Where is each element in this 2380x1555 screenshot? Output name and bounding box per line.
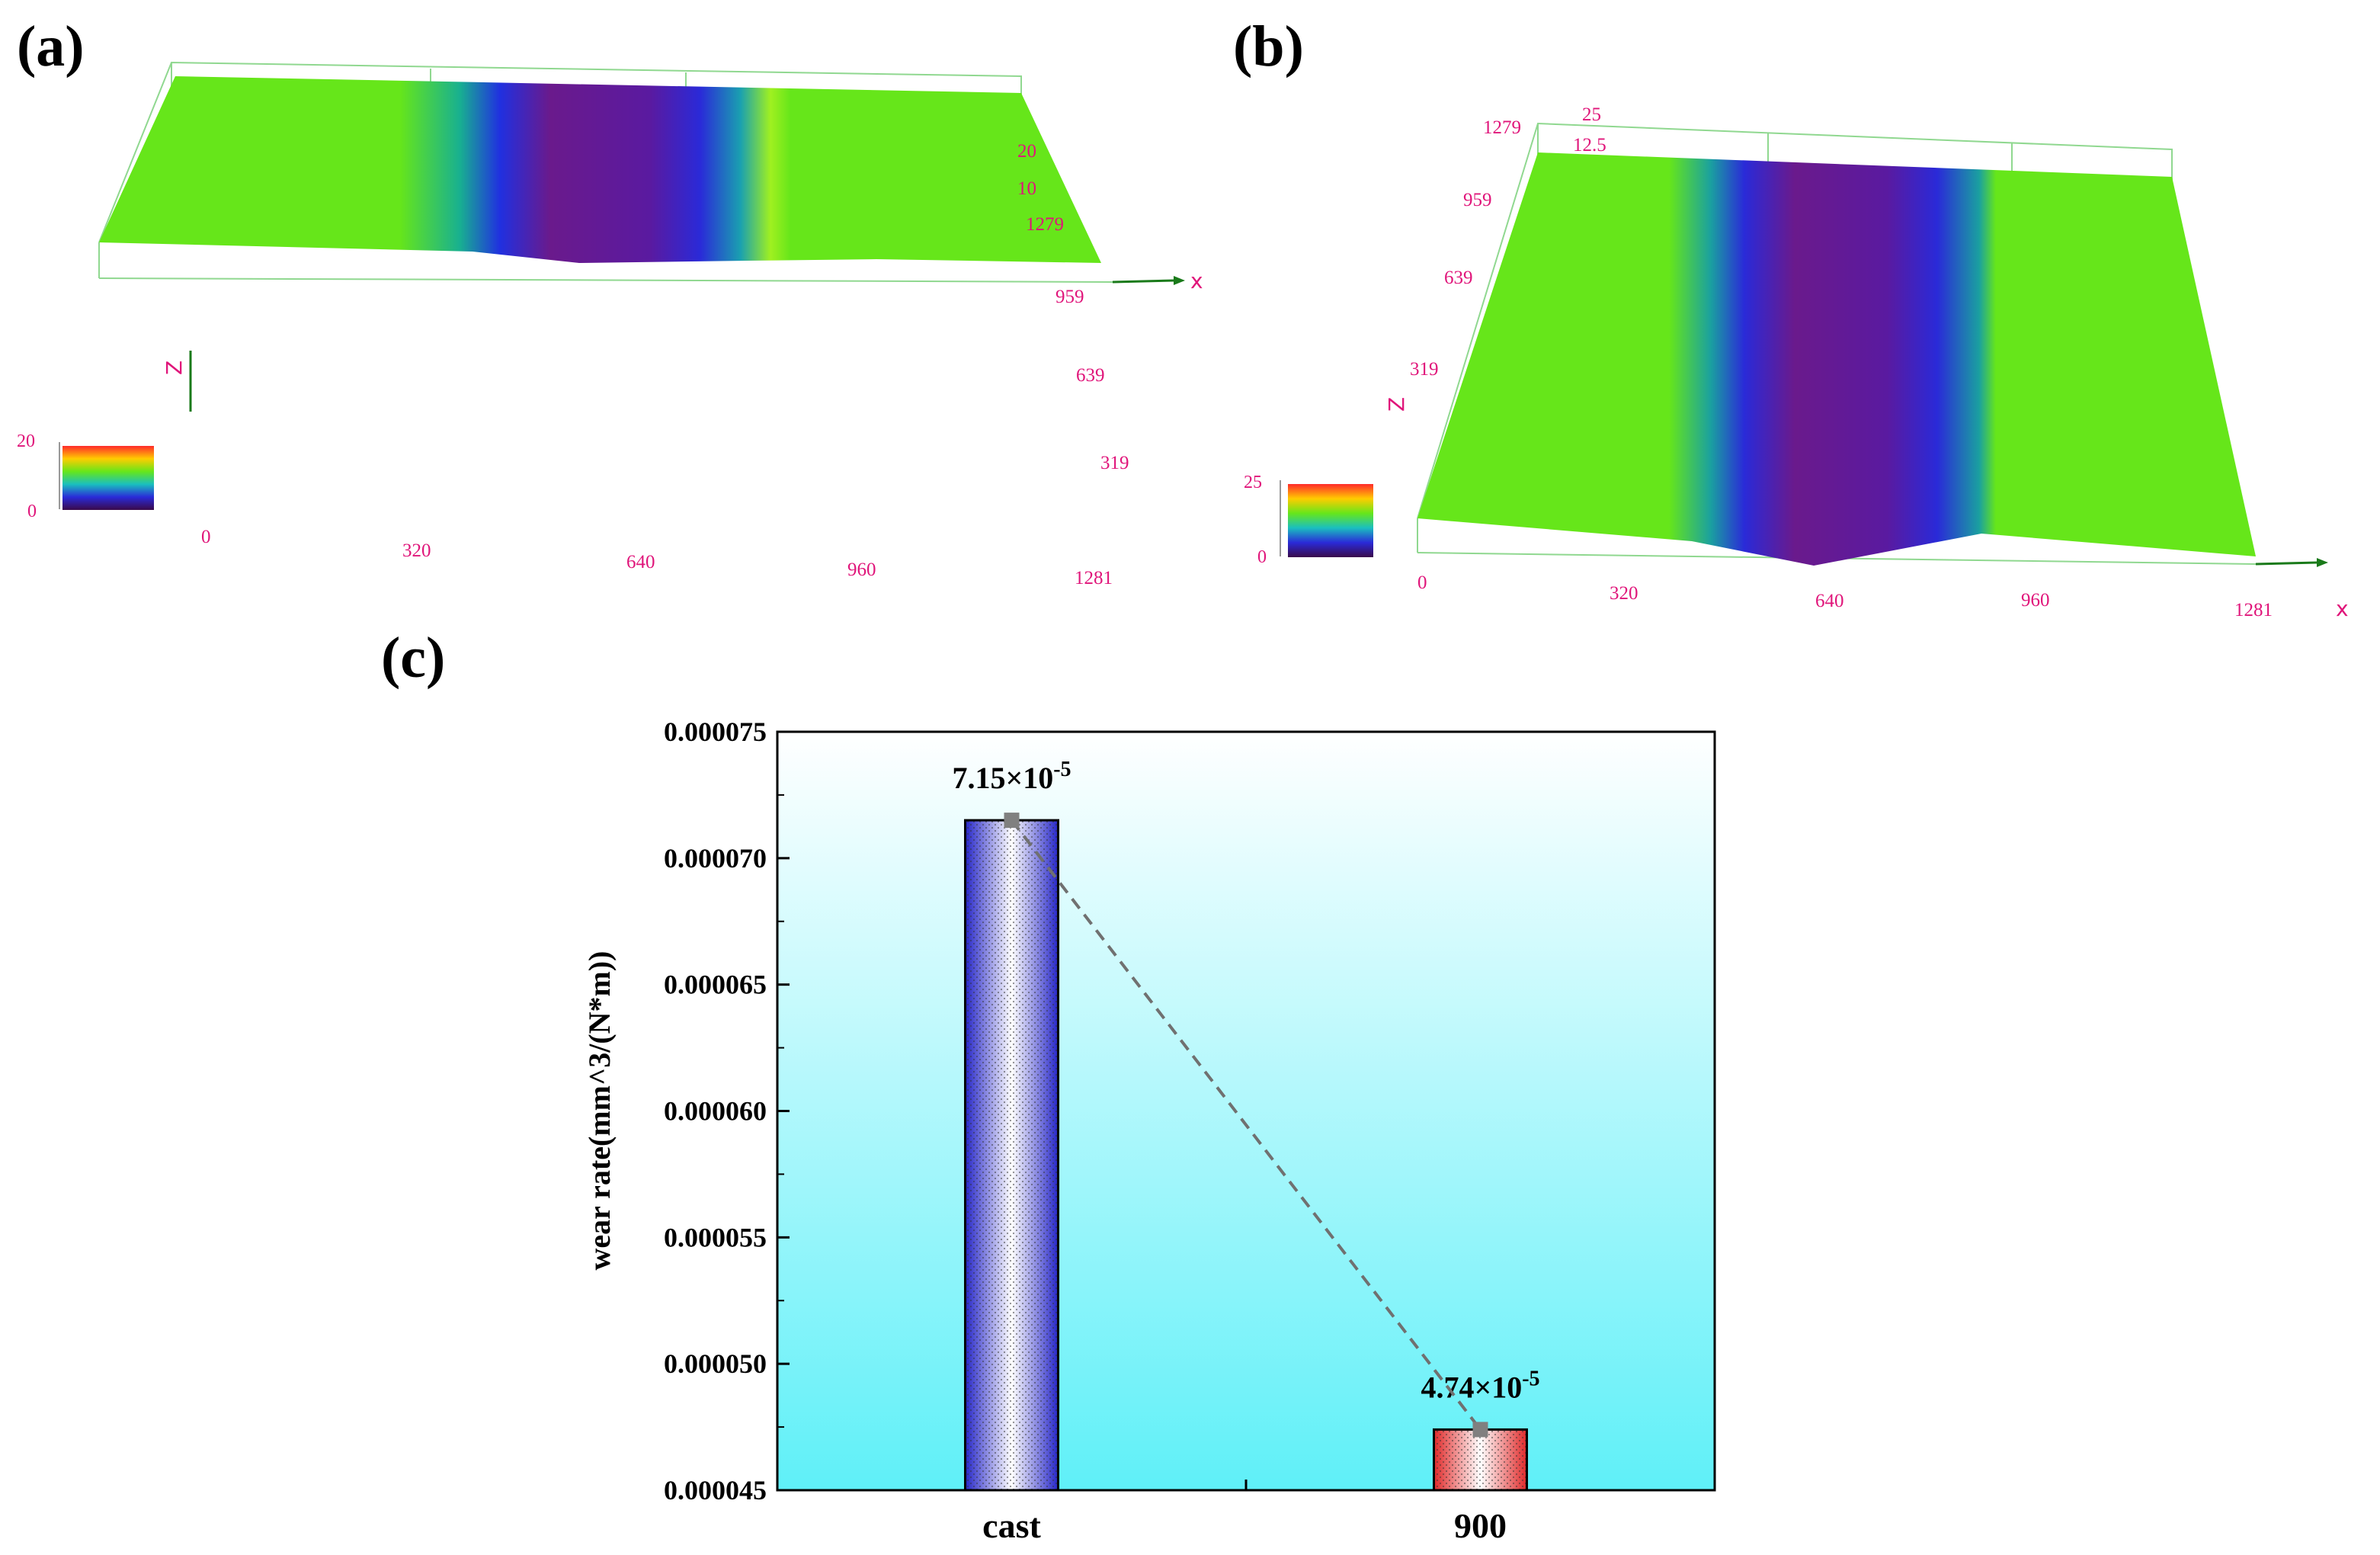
panel-b-x-tick: 1281: [2234, 600, 2273, 620]
panel-b-z-tick: 12.5: [1573, 135, 1606, 156]
plot-area: [777, 732, 1715, 1490]
panel-b-y-tick: 639: [1444, 268, 1473, 288]
wear-rate-bar-chart: 0.000045 0.000050 0.000055 0.000060 0.000065…: [582, 717, 1716, 1545]
x-axis-ticks: cast 900: [982, 1480, 1507, 1545]
panel-a-y-tick: 319: [1100, 453, 1129, 473]
panel-b-z-tick: 25: [1582, 104, 1601, 125]
panel-a-z-axis-label: Z: [162, 361, 187, 375]
panel-b-legend-max: 25: [1244, 473, 1262, 492]
x-tick-label: cast: [982, 1506, 1041, 1545]
data-label-exponent: -5: [1053, 758, 1071, 781]
trend-line-path: [1010, 819, 1482, 1431]
trend-point: [1004, 813, 1020, 829]
y-tick-label: 0.000075: [664, 717, 767, 747]
y-tick-label: 0.000060: [664, 1096, 767, 1127]
panel-a-y-tick: 1279: [1026, 214, 1064, 235]
plot-frame: [776, 730, 1716, 1492]
x-tick-label: 900: [1454, 1506, 1507, 1545]
panel-b-3d-plot: x Z 0 320 640 960 1281 1279 959 639 319 …: [1244, 104, 2349, 621]
panel-a-x-tick: 960: [847, 559, 876, 580]
panel-b-surface: [1417, 152, 2256, 566]
panel-a-y-tick: 639: [1076, 365, 1105, 386]
panel-a-x-axis-label: x: [1190, 268, 1203, 293]
y-tick-label: 0.000070: [664, 843, 767, 874]
trend-point: [1472, 1422, 1488, 1438]
panel-b-color-legend: [1280, 480, 1373, 557]
bar-pattern: [965, 820, 1059, 1490]
panel-a-surface: [99, 76, 1101, 263]
panel-a-3d-plot: x Z 0 320 640 960 1281 1279 959 639 319 …: [17, 61, 1203, 588]
data-label-exponent: -5: [1522, 1367, 1539, 1390]
panel-b-x-tick: 640: [1815, 591, 1844, 611]
trend-line: [1004, 813, 1488, 1438]
panel-b-label: (b): [1233, 14, 1304, 79]
y-axis-ticks: 0.000045 0.000050 0.000055 0.000060 0.000065…: [664, 717, 790, 1505]
y-tick-label: 0.000050: [664, 1348, 767, 1379]
bar-pattern: [1433, 1429, 1527, 1490]
data-label: 4.74×10-5: [1421, 1367, 1539, 1404]
panel-b-legend-min: 0: [1257, 547, 1267, 567]
panel-b-x-tick: 960: [2021, 590, 2050, 611]
y-tick-label: 0.000055: [664, 1222, 767, 1252]
panel-b-y-tick: 319: [1410, 359, 1439, 380]
panel-a-x-tick: 320: [402, 540, 431, 561]
panel-c-label: (c): [381, 626, 446, 690]
panel-a-legend-max: 20: [17, 431, 35, 451]
panel-a-z-tick: 10: [1017, 178, 1036, 199]
y-axis-label: wear rate(mm^3/(N*m)): [582, 951, 617, 1271]
panel-a-y-tick: 959: [1055, 287, 1084, 307]
panel-b-y-tick: 959: [1463, 190, 1492, 210]
data-label: 7.15×10-5: [952, 758, 1071, 795]
panel-b-x-tick: 0: [1417, 572, 1427, 593]
panel-a-color-legend: [59, 442, 154, 510]
bars: 7.15×10-5 4.74×10-5: [952, 758, 1540, 1492]
panel-b-y-tick: 1279: [1483, 117, 1521, 138]
panel-a-x-tick: 1281: [1075, 568, 1113, 588]
panel-a-x-tick: 640: [626, 552, 655, 572]
panel-a-label: (a): [17, 14, 85, 79]
panel-a-x-tick: 0: [201, 527, 211, 547]
panel-b-x-axis: [2255, 558, 2328, 567]
panel-b-x-axis-label: x: [2336, 596, 2349, 621]
y-tick-label: 0.000045: [664, 1475, 767, 1505]
panel-a-legend-min: 0: [27, 502, 37, 521]
panel-b-x-tick: 320: [1610, 583, 1638, 604]
panel-a-z-tick: 20: [1017, 141, 1036, 162]
panel-b-z-axis-label: Z: [1384, 397, 1409, 412]
panel-a-x-axis: [1112, 276, 1185, 285]
y-tick-label: 0.000065: [664, 970, 767, 1000]
